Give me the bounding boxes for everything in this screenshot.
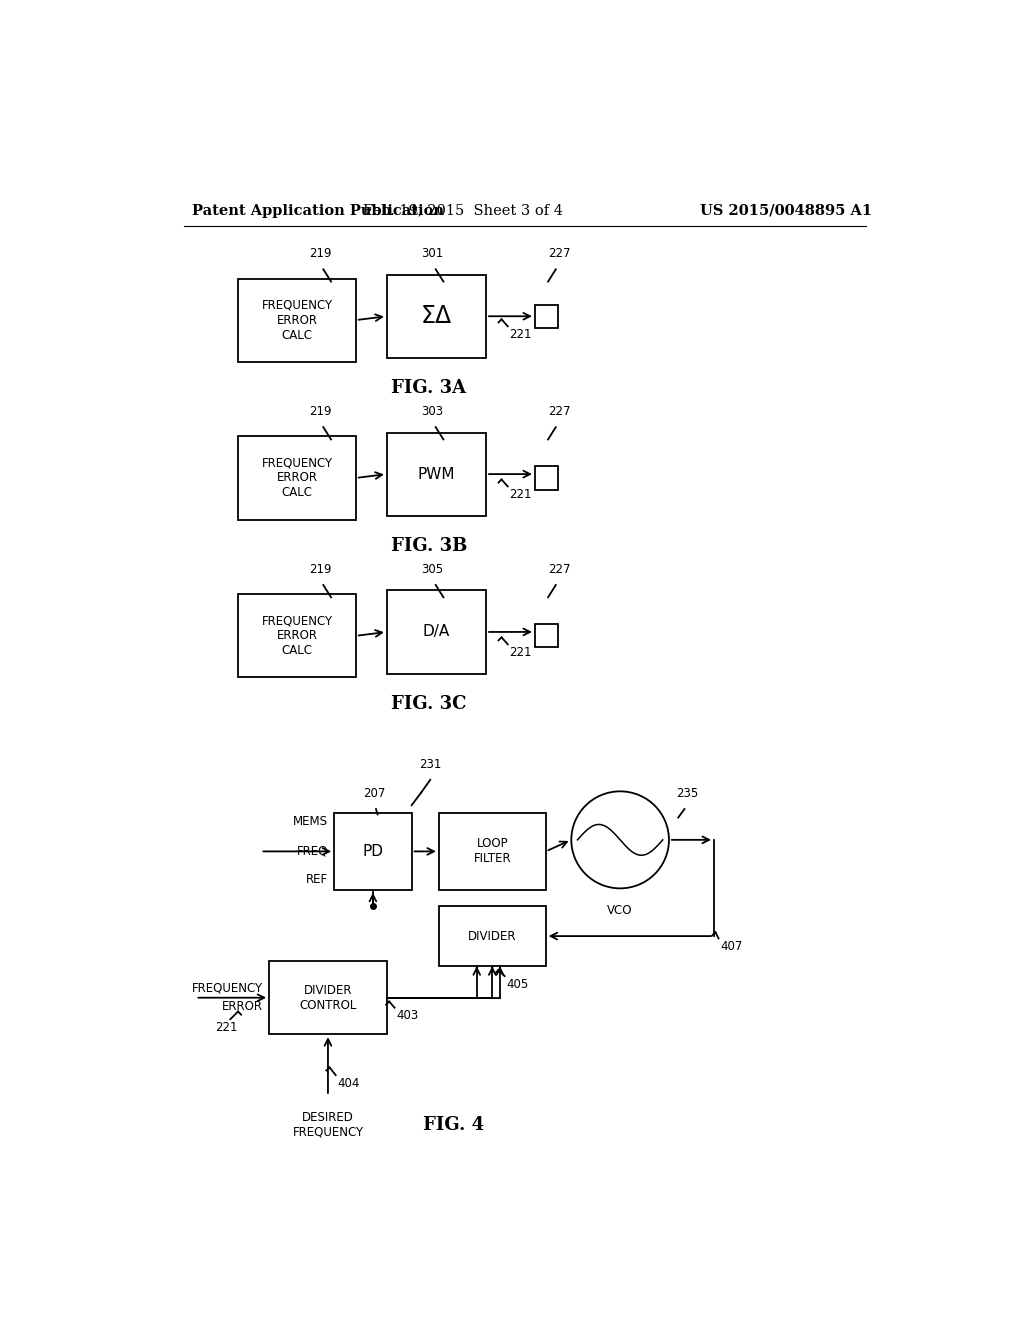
Text: 221: 221 xyxy=(509,327,531,341)
Text: FREQUENCY
ERROR
CALC: FREQUENCY ERROR CALC xyxy=(261,298,333,342)
Text: 207: 207 xyxy=(364,787,386,800)
Text: 404: 404 xyxy=(337,1077,359,1089)
Text: D/A: D/A xyxy=(423,624,451,639)
Text: ERROR: ERROR xyxy=(222,1001,263,1014)
Text: FREQUENCY
ERROR
CALC: FREQUENCY ERROR CALC xyxy=(261,614,333,657)
Text: FIG. 3C: FIG. 3C xyxy=(391,694,467,713)
Text: 235: 235 xyxy=(677,787,698,800)
Bar xyxy=(238,437,356,520)
Text: 227: 227 xyxy=(548,405,570,418)
Text: 303: 303 xyxy=(422,405,443,418)
Text: LOOP
FILTER: LOOP FILTER xyxy=(473,837,511,866)
Text: 227: 227 xyxy=(548,247,570,260)
Text: Feb. 19, 2015  Sheet 3 of 4: Feb. 19, 2015 Sheet 3 of 4 xyxy=(362,203,563,218)
Text: 301: 301 xyxy=(422,247,443,260)
Text: Patent Application Publication: Patent Application Publication xyxy=(191,203,443,218)
Text: FIG. 3B: FIG. 3B xyxy=(390,537,467,554)
Text: VCO: VCO xyxy=(607,904,633,917)
Text: FIG. 3A: FIG. 3A xyxy=(391,379,466,397)
Text: 219: 219 xyxy=(309,562,332,576)
Bar xyxy=(269,961,387,1035)
Text: FREQUENCY: FREQUENCY xyxy=(293,1125,364,1138)
Text: 221: 221 xyxy=(215,1020,238,1034)
Text: MEMS: MEMS xyxy=(293,816,328,829)
Text: US 2015/0048895 A1: US 2015/0048895 A1 xyxy=(699,203,872,218)
Bar xyxy=(438,906,546,966)
Bar xyxy=(238,594,356,677)
Bar xyxy=(387,590,486,673)
Text: 231: 231 xyxy=(419,758,441,771)
Text: DESIRED: DESIRED xyxy=(302,1111,354,1125)
Text: FIG. 4: FIG. 4 xyxy=(423,1115,484,1134)
Text: 221: 221 xyxy=(509,488,531,502)
Text: PD: PD xyxy=(362,843,383,859)
Bar xyxy=(535,305,558,327)
Bar xyxy=(387,433,486,516)
Text: 305: 305 xyxy=(422,562,443,576)
Bar xyxy=(535,466,558,490)
Text: PWM: PWM xyxy=(418,466,456,482)
Text: 219: 219 xyxy=(309,247,332,260)
Text: FREQ: FREQ xyxy=(297,845,328,858)
Text: DIVIDER
CONTROL: DIVIDER CONTROL xyxy=(299,983,356,1011)
Bar xyxy=(238,279,356,362)
Text: 219: 219 xyxy=(309,405,332,418)
Text: 227: 227 xyxy=(548,562,570,576)
Text: 403: 403 xyxy=(396,1010,419,1022)
Text: ΣΔ: ΣΔ xyxy=(421,304,452,329)
Text: 221: 221 xyxy=(509,645,531,659)
Bar xyxy=(387,275,486,358)
Text: FREQUENCY: FREQUENCY xyxy=(191,982,263,995)
Text: DIVIDER: DIVIDER xyxy=(468,929,516,942)
Bar xyxy=(334,813,412,890)
Bar xyxy=(438,813,546,890)
Text: REF: REF xyxy=(306,873,328,886)
Text: FREQUENCY
ERROR
CALC: FREQUENCY ERROR CALC xyxy=(261,457,333,499)
Bar xyxy=(535,624,558,647)
Text: 407: 407 xyxy=(720,940,742,953)
Text: 405: 405 xyxy=(506,978,528,991)
